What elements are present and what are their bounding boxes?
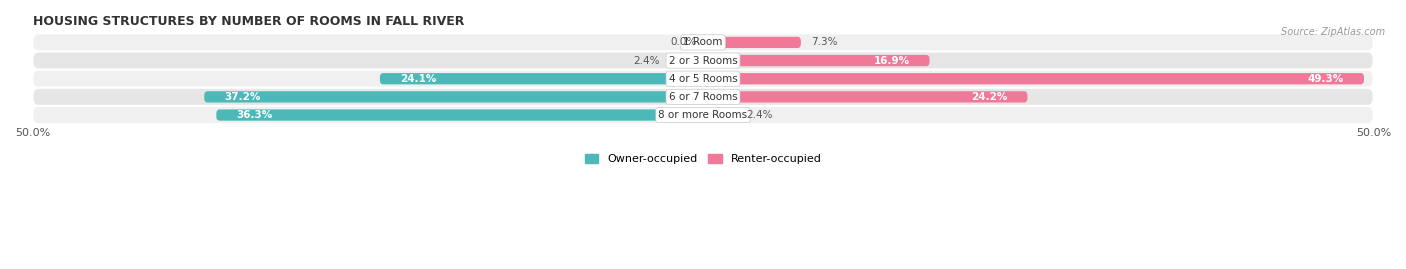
- FancyBboxPatch shape: [703, 55, 929, 66]
- Text: 2.4%: 2.4%: [747, 110, 772, 120]
- FancyBboxPatch shape: [204, 91, 703, 102]
- FancyBboxPatch shape: [32, 106, 1374, 124]
- FancyBboxPatch shape: [671, 55, 703, 66]
- Text: 16.9%: 16.9%: [873, 56, 910, 66]
- FancyBboxPatch shape: [703, 73, 1364, 84]
- FancyBboxPatch shape: [703, 109, 735, 121]
- Text: 1 Room: 1 Room: [683, 37, 723, 47]
- Text: 6 or 7 Rooms: 6 or 7 Rooms: [669, 92, 737, 102]
- Text: 24.2%: 24.2%: [972, 92, 1007, 102]
- Text: 24.1%: 24.1%: [399, 74, 436, 84]
- FancyBboxPatch shape: [380, 73, 703, 84]
- FancyBboxPatch shape: [217, 109, 703, 121]
- Text: 8 or more Rooms: 8 or more Rooms: [658, 110, 748, 120]
- Text: 7.3%: 7.3%: [811, 37, 838, 47]
- FancyBboxPatch shape: [703, 37, 801, 48]
- FancyBboxPatch shape: [703, 91, 1028, 102]
- FancyBboxPatch shape: [32, 33, 1374, 51]
- Text: 37.2%: 37.2%: [225, 92, 260, 102]
- Text: 2.4%: 2.4%: [634, 56, 659, 66]
- Text: 49.3%: 49.3%: [1308, 74, 1344, 84]
- FancyBboxPatch shape: [32, 51, 1374, 70]
- Text: 0.0%: 0.0%: [671, 37, 696, 47]
- Text: Source: ZipAtlas.com: Source: ZipAtlas.com: [1281, 27, 1385, 37]
- Text: 4 or 5 Rooms: 4 or 5 Rooms: [669, 74, 737, 84]
- FancyBboxPatch shape: [32, 70, 1374, 88]
- Legend: Owner-occupied, Renter-occupied: Owner-occupied, Renter-occupied: [581, 149, 825, 168]
- Text: HOUSING STRUCTURES BY NUMBER OF ROOMS IN FALL RIVER: HOUSING STRUCTURES BY NUMBER OF ROOMS IN…: [32, 15, 464, 28]
- Text: 2 or 3 Rooms: 2 or 3 Rooms: [669, 56, 737, 66]
- FancyBboxPatch shape: [32, 88, 1374, 106]
- Text: 36.3%: 36.3%: [236, 110, 273, 120]
